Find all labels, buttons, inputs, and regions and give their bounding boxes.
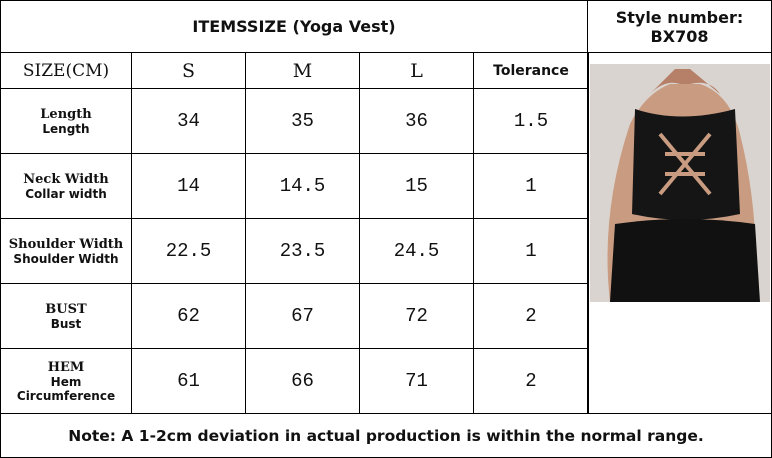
value-cell-text: 71 (405, 370, 428, 392)
value-cell-text: 2 (525, 370, 537, 392)
value-cell: 22.5 (131, 218, 246, 284)
value-cell-text: 36 (405, 110, 428, 132)
style-number-cell: Style number: BX708 (587, 0, 772, 53)
value-cell: 23.5 (245, 218, 360, 284)
value-cell-text: 1.5 (513, 110, 549, 132)
title-cell: ITEMSSIZE (Yoga Vest) (0, 0, 588, 53)
column-header: Tolerance (473, 52, 589, 89)
value-cell-text: 1 (525, 175, 537, 197)
value-cell: 14 (131, 153, 246, 219)
value-cell: 15 (359, 153, 474, 219)
style-number-cell-text: Style number: BX708 (615, 7, 744, 46)
value-cell-text: 23.5 (279, 240, 326, 262)
column-header: L (359, 52, 474, 89)
value-cell: 1 (473, 153, 589, 219)
column-header-text: SIZE(CM) (22, 60, 110, 81)
row-label: Shoulder Width Shoulder Width (0, 218, 132, 284)
value-cell-text: 34 (177, 110, 200, 132)
value-cell: 2 (473, 283, 589, 349)
row-label: HEM Hem Circumference (0, 348, 132, 414)
column-header-text: L (410, 59, 423, 82)
value-cell-text: 72 (405, 305, 428, 327)
row-label-text: Length (40, 106, 92, 122)
value-cell-text: 67 (291, 305, 314, 327)
value-cell-text: 2 (525, 305, 537, 327)
value-cell: 1.5 (473, 88, 589, 154)
row-sublabel-text: Hem Circumference (16, 374, 116, 403)
value-cell-text: 15 (405, 175, 428, 197)
column-header: S (131, 52, 246, 89)
value-cell: 61 (131, 348, 246, 414)
value-cell: 1 (473, 218, 589, 284)
value-cell: 14.5 (245, 153, 360, 219)
value-cell: 72 (359, 283, 474, 349)
row-sublabel-text: Length (42, 121, 90, 136)
value-cell-text: 61 (177, 370, 200, 392)
value-cell: 2 (473, 348, 589, 414)
value-cell: 67 (245, 283, 360, 349)
footer-cell: Note: A 1-2cm deviation in actual produc… (0, 413, 772, 458)
row-sublabel-text: Shoulder Width (13, 251, 119, 266)
row-label: Length Length (0, 88, 132, 154)
value-cell: 71 (359, 348, 474, 414)
row-label: BUST Bust (0, 283, 132, 349)
value-cell: 34 (131, 88, 246, 154)
value-cell-text: 24.5 (393, 240, 440, 262)
row-label-text: Shoulder Width (8, 236, 124, 252)
row-label-text: HEM (47, 359, 85, 375)
product-photo (590, 64, 770, 302)
value-cell-text: 14 (177, 175, 200, 197)
row-label: Neck Width Collar width (0, 153, 132, 219)
value-cell: 62 (131, 283, 246, 349)
column-header: SIZE(CM) (0, 52, 132, 89)
column-header-text: S (181, 59, 196, 82)
value-cell-text: 22.5 (165, 240, 212, 262)
value-cell: 66 (245, 348, 360, 414)
row-label-text: Neck Width (23, 171, 109, 187)
row-sublabel-text: Bust (50, 316, 82, 331)
value-cell-text: 62 (177, 305, 200, 327)
value-cell-text: 14.5 (279, 175, 326, 197)
title-cell-text: ITEMSSIZE (Yoga Vest) (192, 17, 396, 36)
value-cell-text: 1 (525, 240, 537, 262)
footer-cell-text: Note: A 1-2cm deviation in actual produc… (68, 426, 704, 445)
column-header-text: M (292, 59, 313, 82)
value-cell: 36 (359, 88, 474, 154)
column-header: M (245, 52, 360, 89)
photo-cell (587, 52, 772, 414)
value-cell: 35 (245, 88, 360, 154)
column-header-text: Tolerance (493, 62, 569, 79)
row-sublabel-text: Collar width (25, 186, 107, 201)
value-cell-text: 66 (291, 370, 314, 392)
value-cell-text: 35 (291, 110, 314, 132)
row-label-text: BUST (45, 301, 87, 317)
value-cell: 24.5 (359, 218, 474, 284)
